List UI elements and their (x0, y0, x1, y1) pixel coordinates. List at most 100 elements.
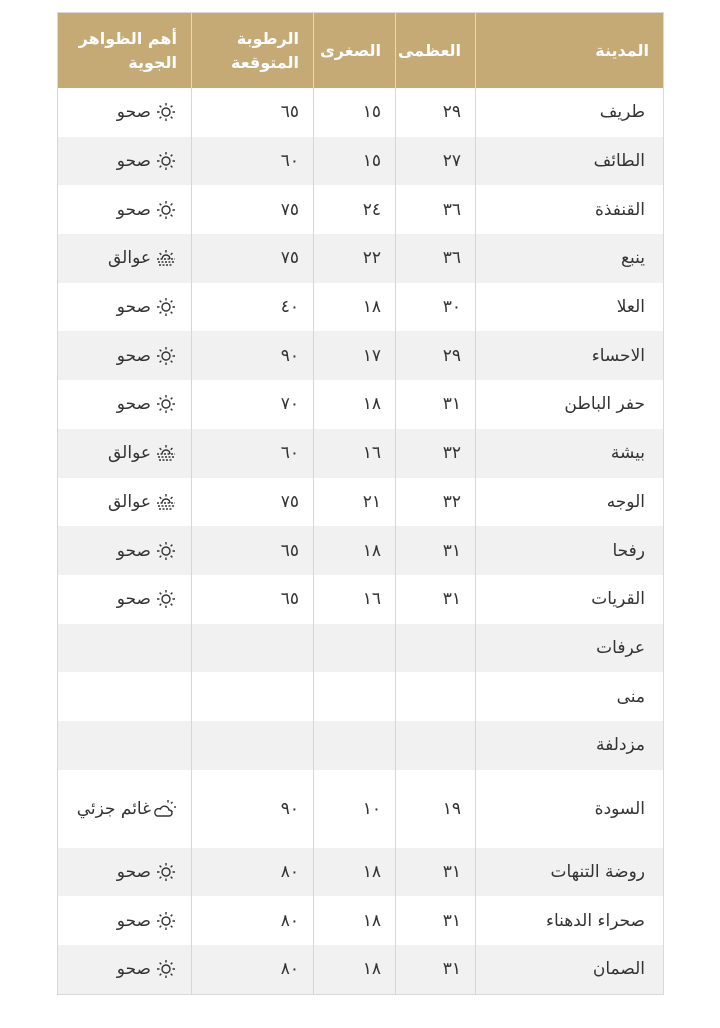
weather-cell: صحو (57, 847, 192, 897)
table-row: ينبع ٣٦ ٢٢ ٧٥ عوالق (57, 234, 664, 283)
table-row: عرفات (57, 623, 664, 673)
weather-text: صحو (116, 394, 151, 415)
max-temp-cell: ٣١ (395, 847, 476, 897)
humidity-cell-text: ٧٥ (280, 491, 299, 512)
max-temp-cell-text: ٢٧ (442, 151, 461, 172)
weather-text: صحو (116, 589, 151, 610)
min-temp-cell: ١٥ (313, 88, 396, 137)
min-temp-cell (313, 720, 396, 770)
min-temp-cell-text: ١٨ (362, 910, 381, 931)
min-temp-cell: ١٧ (313, 331, 396, 381)
weather-text: غائم جزئي (76, 798, 151, 819)
city-cell: القريات (475, 574, 664, 624)
city-cell: حفر الباطن (475, 380, 664, 429)
min-temp-cell-text: ١٨ (362, 297, 381, 318)
city-cell-text: العلا (616, 297, 645, 318)
sun-icon (155, 151, 177, 171)
city-cell: رفحا (475, 526, 664, 575)
weather-cell: صحو (57, 331, 192, 381)
max-temp-cell-text: ٣١ (442, 959, 461, 980)
min-temp-cell (313, 623, 396, 673)
weather-cell: صحو (57, 896, 192, 945)
humidity-cell-text: ٦٠ (280, 443, 299, 464)
humidity-cell: ٨٠ (191, 847, 314, 897)
city-cell-text: الصمان (592, 959, 645, 980)
header-row: المدينة العظمى الصغرى الرطوبة المتوقعة أ… (57, 12, 664, 88)
weather-cell: صحو (57, 945, 192, 995)
min-temp-cell: ١٥ (313, 136, 396, 186)
city-cell-text: القنفذة (594, 199, 645, 220)
min-temp-cell-text: ١٧ (362, 345, 381, 366)
weather-table: المدينة العظمى الصغرى الرطوبة المتوقعة أ… (57, 12, 664, 995)
header-humidity: الرطوبة المتوقعة (191, 12, 314, 88)
humidity-cell-text: ٦٥ (280, 589, 299, 610)
table-row: رفحا ٣١ ١٨ ٦٥ صحو (57, 526, 664, 575)
min-temp-cell: ١٠ (313, 769, 396, 848)
max-temp-cell-text: ٣١ (442, 394, 461, 415)
table-row: القنفذة ٣٦ ٢٤ ٧٥ صحو (57, 185, 664, 235)
humidity-cell-text: ٧٥ (280, 248, 299, 269)
humidity-cell: ٧٥ (191, 477, 314, 527)
city-cell-text: حفر الباطن (564, 394, 645, 415)
max-temp-cell-text: ٣٦ (442, 199, 461, 220)
weather-cell: صحو (57, 574, 192, 624)
humidity-cell: ٩٠ (191, 331, 314, 381)
weather-cell (57, 720, 192, 770)
min-temp-cell: ١٨ (313, 945, 396, 995)
min-temp-cell-text: ١٨ (362, 394, 381, 415)
max-temp-cell-text: ١٩ (442, 798, 461, 819)
max-temp-cell-text: ٣١ (442, 910, 461, 931)
weather-cell: عوالق (57, 477, 192, 527)
city-cell-text: مزدلفة (596, 735, 645, 756)
weather-cell: صحو (57, 380, 192, 429)
city-cell-text: عرفات (596, 637, 645, 658)
max-temp-cell: ٢٩ (395, 88, 476, 137)
sun-icon (155, 200, 177, 220)
table-row: حفر الباطن ٣١ ١٨ ٧٠ صحو (57, 380, 664, 429)
dust-icon (155, 492, 177, 512)
weather-cell (57, 623, 192, 673)
city-cell: صحراء الدهناء (475, 896, 664, 945)
humidity-cell: ٦٥ (191, 574, 314, 624)
city-cell: الطائف (475, 136, 664, 186)
humidity-cell: ٦٥ (191, 88, 314, 137)
weather-cell: صحو (57, 185, 192, 235)
humidity-cell: ٦٥ (191, 526, 314, 575)
max-temp-cell-text: ٣٦ (442, 248, 461, 269)
max-temp-cell: ١٩ (395, 769, 476, 848)
city-cell: الوجه (475, 477, 664, 527)
header-max: العظمى (395, 12, 476, 88)
weather-text: عوالق (107, 491, 151, 512)
table-row: الطائف ٢٧ ١٥ ٦٠ صحو (57, 136, 664, 186)
sun-icon (155, 102, 177, 122)
min-temp-cell-text: ١٥ (362, 102, 381, 123)
city-cell-text: رفحا (612, 540, 646, 561)
table-row: العلا ٣٠ ١٨ ٤٠ صحو (57, 282, 664, 332)
weather-text: صحو (116, 345, 151, 366)
weather-text: صحو (116, 910, 151, 931)
weather-text: صحو (116, 199, 151, 220)
sun-icon (155, 297, 177, 317)
humidity-cell (191, 623, 314, 673)
city-cell-text: صحراء الدهناء (545, 910, 645, 931)
dust-icon (155, 248, 177, 268)
humidity-cell-text: ٨٠ (280, 910, 299, 931)
partly-cloudy-icon (154, 799, 177, 819)
min-temp-cell: ١٨ (313, 847, 396, 897)
city-cell: منى (475, 672, 664, 721)
min-temp-cell-text: ٢٢ (362, 248, 381, 269)
table-row: السودة ١٩ ١٠ ٩٠ غائم جزئي (57, 769, 664, 848)
sun-icon (155, 959, 177, 979)
humidity-cell: ٨٠ (191, 896, 314, 945)
humidity-cell-text: ٨٠ (280, 861, 299, 882)
max-temp-cell: ٣١ (395, 574, 476, 624)
table-row: الاحساء ٢٩ ١٧ ٩٠ صحو (57, 331, 664, 381)
min-temp-cell-text: ١٥ (362, 151, 381, 172)
city-cell-text: القريات (591, 589, 645, 610)
max-temp-cell-text: ٢٩ (442, 102, 461, 123)
humidity-cell: ٨٠ (191, 945, 314, 995)
max-temp-cell: ٣١ (395, 380, 476, 429)
city-cell: القنفذة (475, 185, 664, 235)
weather-cell: عوالق (57, 234, 192, 283)
dust-icon (155, 443, 177, 463)
